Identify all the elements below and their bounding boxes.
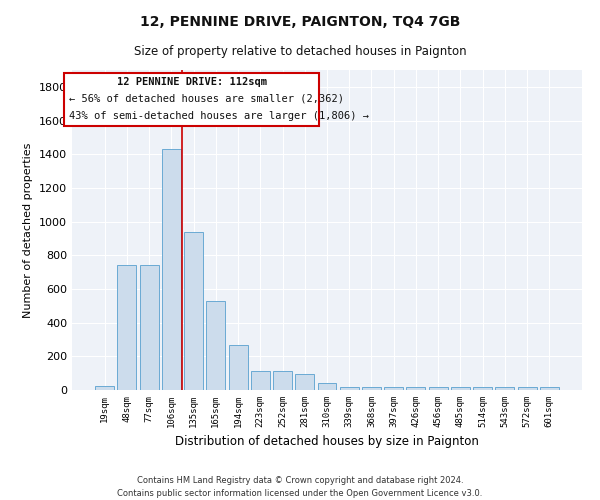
Bar	[384, 388, 403, 390]
Bar	[340, 386, 359, 390]
Bar	[162, 149, 181, 390]
Bar	[473, 388, 492, 390]
Text: 12, PENNINE DRIVE, PAIGNTON, TQ4 7GB: 12, PENNINE DRIVE, PAIGNTON, TQ4 7GB	[140, 15, 460, 29]
Bar	[273, 372, 292, 390]
Text: ← 56% of detached houses are smaller (2,362): ← 56% of detached houses are smaller (2,…	[70, 94, 344, 104]
Bar	[118, 266, 136, 390]
FancyBboxPatch shape	[64, 73, 319, 126]
Bar	[206, 300, 225, 390]
Bar	[140, 266, 158, 390]
Bar	[540, 388, 559, 390]
X-axis label: Distribution of detached houses by size in Paignton: Distribution of detached houses by size …	[175, 436, 479, 448]
Text: Contains HM Land Registry data © Crown copyright and database right 2024.
Contai: Contains HM Land Registry data © Crown c…	[118, 476, 482, 498]
Bar	[229, 346, 248, 390]
Text: 12 PENNINE DRIVE: 112sqm: 12 PENNINE DRIVE: 112sqm	[117, 77, 267, 87]
Bar	[317, 384, 337, 390]
Bar	[429, 388, 448, 390]
Bar	[251, 372, 270, 390]
Y-axis label: Number of detached properties: Number of detached properties	[23, 142, 34, 318]
Bar	[406, 388, 425, 390]
Bar	[295, 374, 314, 390]
Bar	[451, 388, 470, 390]
Bar	[496, 388, 514, 390]
Text: Size of property relative to detached houses in Paignton: Size of property relative to detached ho…	[134, 45, 466, 58]
Bar	[518, 388, 536, 390]
Bar	[95, 386, 114, 390]
Text: 43% of semi-detached houses are larger (1,806) →: 43% of semi-detached houses are larger (…	[70, 112, 370, 122]
Bar	[362, 386, 381, 390]
Bar	[184, 232, 203, 390]
